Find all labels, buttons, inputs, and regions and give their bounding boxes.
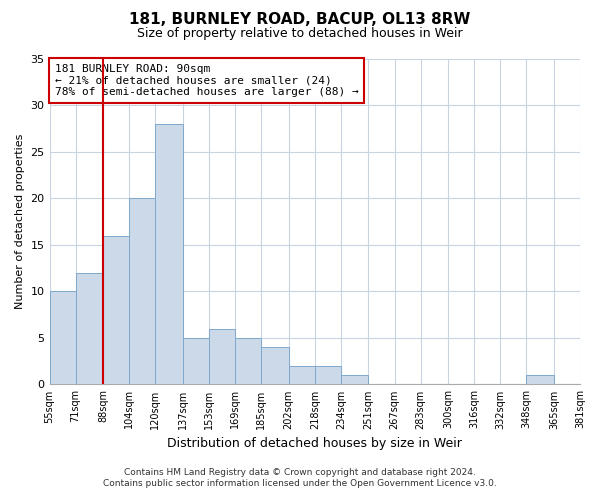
- Bar: [209, 328, 235, 384]
- Bar: [526, 375, 554, 384]
- Bar: [580, 375, 600, 384]
- Bar: [76, 273, 103, 384]
- X-axis label: Distribution of detached houses by size in Weir: Distribution of detached houses by size …: [167, 437, 462, 450]
- Bar: [103, 236, 129, 384]
- Bar: [289, 366, 315, 384]
- Bar: [341, 375, 368, 384]
- Bar: [183, 338, 209, 384]
- Text: 181 BURNLEY ROAD: 90sqm
← 21% of detached houses are smaller (24)
78% of semi-de: 181 BURNLEY ROAD: 90sqm ← 21% of detache…: [55, 64, 359, 97]
- Text: 181, BURNLEY ROAD, BACUP, OL13 8RW: 181, BURNLEY ROAD, BACUP, OL13 8RW: [130, 12, 470, 28]
- Bar: [315, 366, 341, 384]
- Bar: [50, 292, 76, 384]
- Text: Contains HM Land Registry data © Crown copyright and database right 2024.
Contai: Contains HM Land Registry data © Crown c…: [103, 468, 497, 487]
- Bar: [155, 124, 183, 384]
- Bar: [129, 198, 155, 384]
- Bar: [235, 338, 261, 384]
- Y-axis label: Number of detached properties: Number of detached properties: [15, 134, 25, 310]
- Bar: [261, 347, 289, 385]
- Text: Size of property relative to detached houses in Weir: Size of property relative to detached ho…: [137, 28, 463, 40]
